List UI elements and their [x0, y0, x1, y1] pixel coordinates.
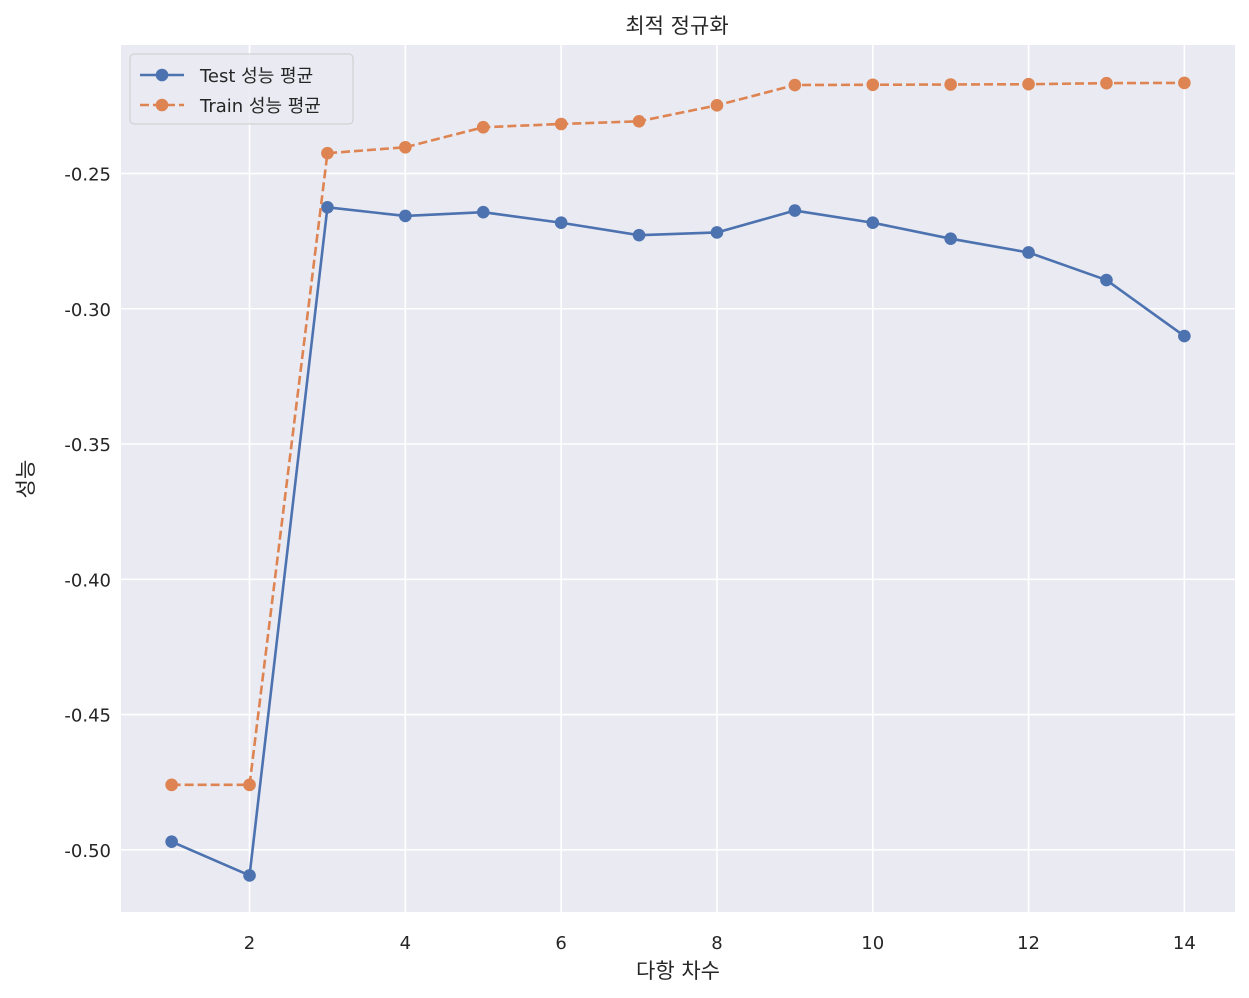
x-tick-label: 2 [244, 933, 255, 954]
x-tick-label: 4 [400, 933, 411, 954]
series-2-point [165, 778, 178, 792]
series-2-point [399, 140, 412, 154]
y-tick-label: -0.45 [64, 706, 111, 727]
series-line-2 [171, 81, 1185, 787]
series-2-point [554, 117, 568, 131]
legend-label-2: Train 성능 평균 [199, 96, 321, 117]
y-axis-label: 성능 [14, 460, 38, 499]
grid [121, 45, 1235, 912]
y-tick-label: -0.30 [64, 300, 111, 321]
y-tick-label: -0.35 [64, 435, 111, 456]
series-2-point [321, 146, 334, 160]
y-tick-label: -0.50 [64, 841, 111, 862]
series-1-point [554, 216, 568, 230]
series-2-point [1022, 77, 1035, 91]
legend-marker-2 [155, 98, 169, 112]
series-2-point [632, 114, 646, 128]
series-2-point [1178, 76, 1191, 90]
series-line-1 [171, 206, 1186, 877]
series-2-point [1100, 76, 1113, 90]
chart-title: 최적 정규화 [625, 14, 728, 38]
series-1-point [1178, 329, 1191, 343]
series-1-point [321, 201, 334, 214]
series-2-point [243, 778, 256, 792]
series-1-point [243, 869, 256, 882]
x-tick-label: 8 [711, 933, 722, 954]
series-2-point [710, 99, 724, 112]
x-tick-label: 12 [1017, 933, 1040, 954]
x-tick-label: 14 [1173, 933, 1196, 954]
y-tick-label: -0.40 [64, 570, 111, 591]
series-1-point [165, 835, 178, 848]
tick-labels: 2 4 6 8 10 12 14 -0.50 -0.45 -0.40 -0.35 -0.30 -0.25 [64, 164, 1195, 954]
x-tick-label: 10 [861, 933, 884, 954]
y-tick-label: -0.25 [64, 164, 111, 185]
series-1-point [788, 204, 802, 217]
x-tick-label: 6 [555, 933, 566, 954]
series-2-point [866, 78, 880, 92]
legend-marker-1 [155, 68, 169, 82]
series-1-point [476, 205, 490, 219]
series-1-point [944, 232, 957, 245]
x-axis-label: 다항 차수 [636, 959, 720, 983]
series-1-point [399, 209, 412, 223]
series-1-point [866, 216, 880, 230]
series-1-point [1100, 273, 1113, 287]
series-1-point [1022, 246, 1035, 259]
series-1-point [710, 226, 724, 239]
series-1-point [632, 228, 646, 242]
series-2-point [788, 78, 802, 92]
legend-label-1: Test 성능 평균 [199, 66, 313, 87]
series-layer [165, 76, 1191, 882]
series-2-point [944, 78, 957, 91]
legend: Test 성능 평균 Train 성능 평균 [129, 53, 354, 125]
legend-box [129, 53, 354, 125]
plot-area [121, 45, 1235, 912]
series-2-point [476, 120, 490, 134]
